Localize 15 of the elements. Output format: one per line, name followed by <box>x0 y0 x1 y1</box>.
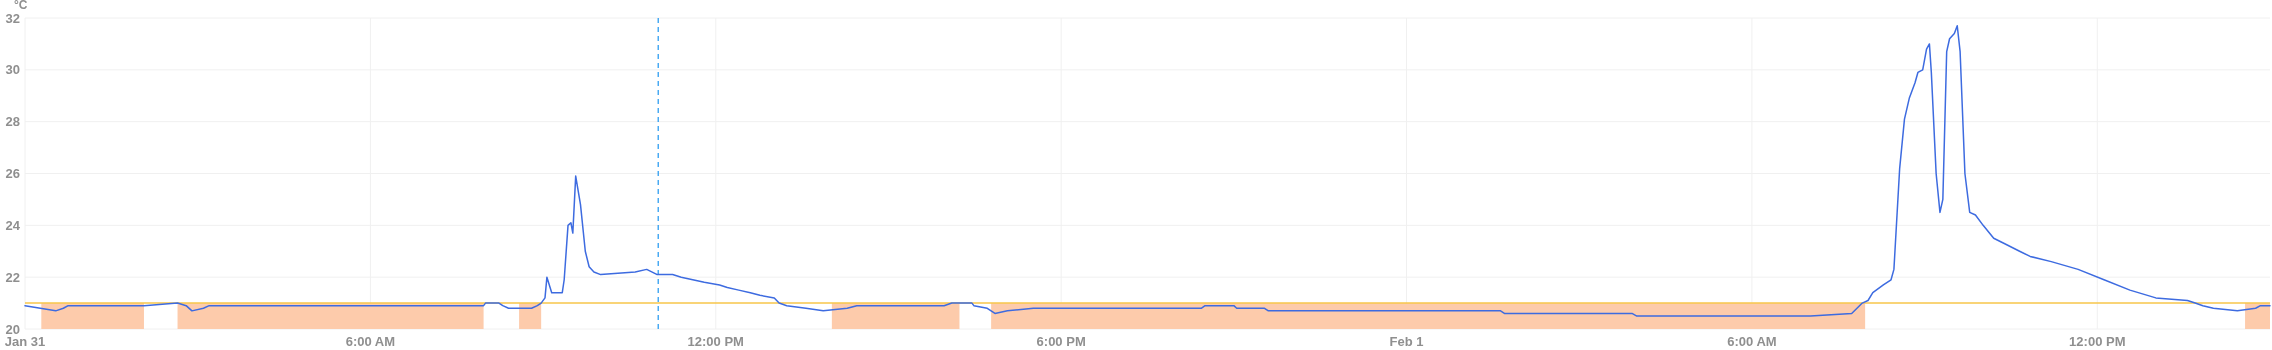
y-axis-title: °C <box>14 0 28 12</box>
y-tick-label: 24 <box>5 217 21 233</box>
y-tick-label: 30 <box>5 62 20 78</box>
y-tick-label: 28 <box>5 114 20 130</box>
x-tick-label: Feb 1 <box>1389 334 1424 349</box>
y-tick-label: 32 <box>5 10 20 26</box>
x-tick-label: 6:00 AM <box>1727 334 1777 349</box>
x-tick-label: 6:00 AM <box>345 334 396 349</box>
y-tick-label: 20 <box>5 321 20 337</box>
x-tick-label: Jan 31 <box>4 334 46 349</box>
x-tick-label: 6:00 PM <box>1036 334 1086 349</box>
y-tick-label: 26 <box>5 166 20 182</box>
y-tick-label: 22 <box>5 269 20 285</box>
x-tick-label: 12:00 PM <box>687 334 744 349</box>
x-tick-label: 12:00 PM <box>2069 334 2126 349</box>
